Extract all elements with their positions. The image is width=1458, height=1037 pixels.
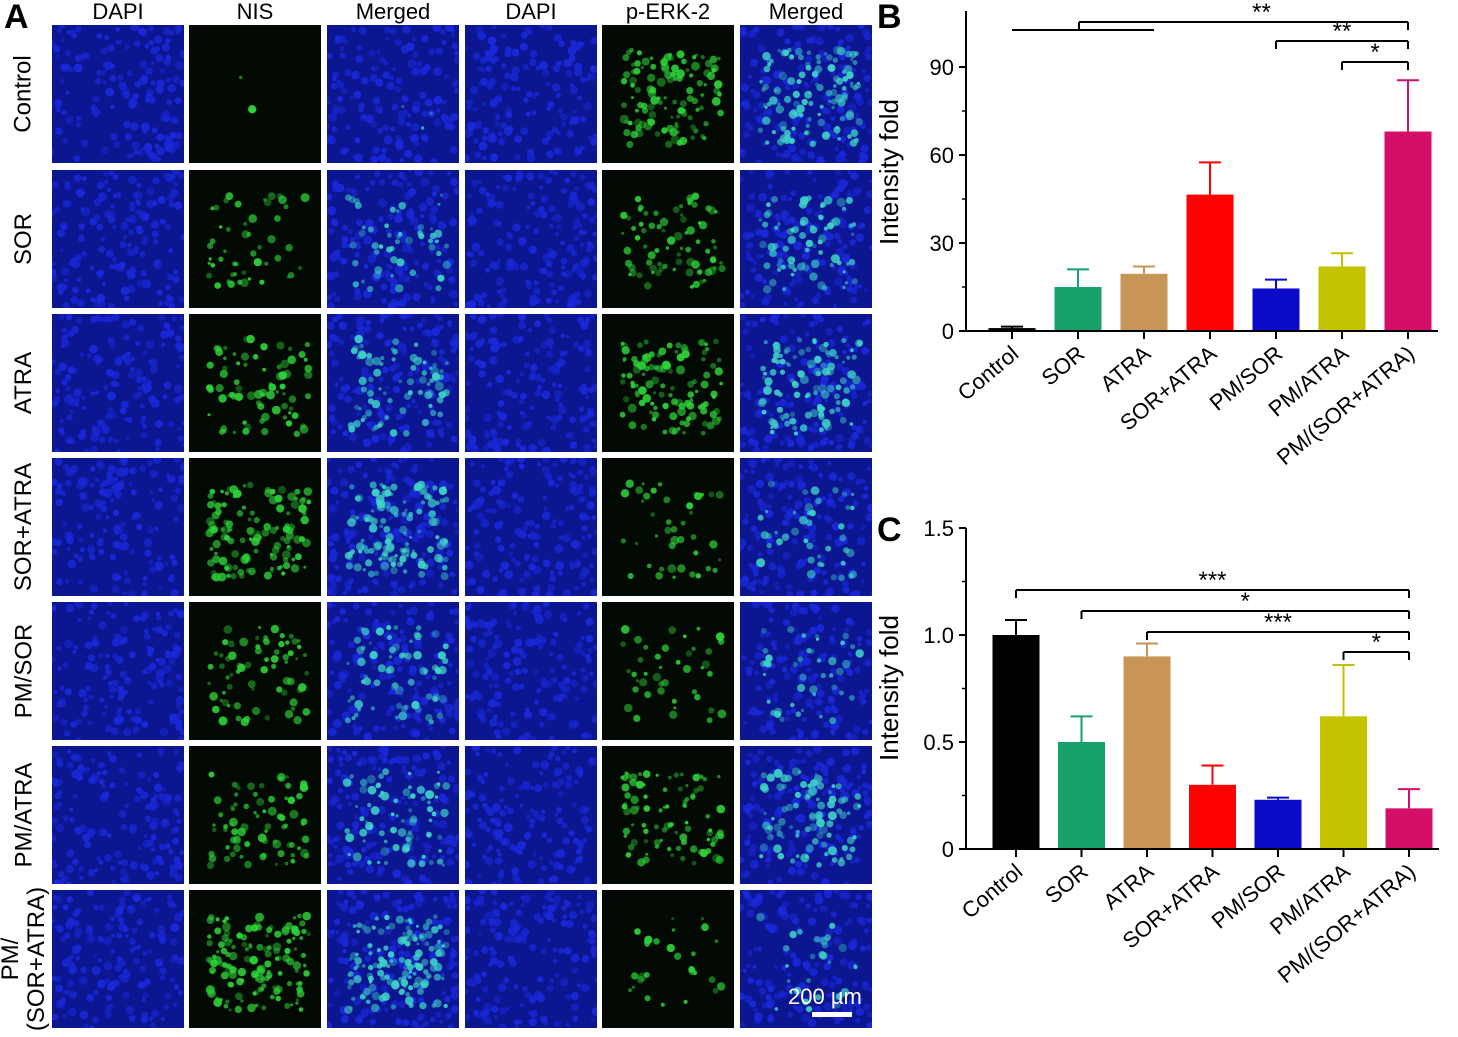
micrograph-pm-sor-nis xyxy=(189,602,321,740)
micrograph-control-dapi-2 xyxy=(465,25,597,163)
x-tick-label: SOR xyxy=(1037,341,1090,391)
y-tick-label: 1.5 xyxy=(923,516,954,541)
micrograph-sor-atra-dapi-1 xyxy=(52,458,184,596)
x-tick-label: ATRA xyxy=(1095,340,1155,396)
micrograph-sor-atra-dapi-2 xyxy=(465,458,597,596)
bar-5 xyxy=(1320,716,1367,849)
bar-6 xyxy=(1385,808,1433,849)
micrograph-pm-atra-dapi-2 xyxy=(465,746,597,884)
micrograph-pm-sor-merged-2 xyxy=(740,602,872,740)
y-tick-label: 30 xyxy=(930,231,954,256)
bar-4 xyxy=(1254,799,1302,849)
micrograph-sor-atra-merged-2 xyxy=(740,458,872,596)
micrograph-pm-sor-atra-merged-2 xyxy=(740,890,872,1028)
bar-0 xyxy=(992,635,1040,849)
column-header-merged-1: Merged xyxy=(355,0,431,24)
micrograph-atra-merged-1 xyxy=(327,314,459,452)
y-tick-label: 90 xyxy=(930,55,954,80)
y-tick-label: 0.5 xyxy=(923,730,954,755)
y-tick-label: 0 xyxy=(942,319,954,344)
micrograph-pm-sor-atra-dapi-2 xyxy=(465,890,597,1028)
micrograph-pm-sor-atra-nis xyxy=(189,890,321,1028)
micrograph-sor-merged-1 xyxy=(327,170,459,308)
micrograph-sor-merged-2 xyxy=(740,170,872,308)
micrograph-sor-atra-nis xyxy=(189,458,321,596)
micrograph-atra-perk2 xyxy=(602,314,734,452)
scale-bar-label: 200 µm xyxy=(788,984,862,1009)
micrograph-control-perk2 xyxy=(602,25,734,163)
column-header-dapi-2: DAPI xyxy=(505,0,557,24)
y-tick-label: 0 xyxy=(942,837,954,862)
micrograph-sor-atra-perk2 xyxy=(602,458,734,596)
significance-label: * xyxy=(1372,629,1381,656)
column-header-dapi-1: DAPI xyxy=(92,0,144,24)
micrograph-sor-perk2 xyxy=(602,170,734,308)
micrograph-sor-nis xyxy=(189,170,321,308)
micrograph-control-dapi-1 xyxy=(52,25,184,163)
column-header-perk2: p-ERK-2 xyxy=(625,0,711,24)
x-tick-label: Control xyxy=(953,341,1023,406)
micrograph-pm-atra-perk2 xyxy=(602,746,734,884)
y-tick-label: 1.0 xyxy=(923,623,954,648)
micrograph-pm-sor-merged-1 xyxy=(327,602,459,740)
micrograph-atra-dapi-2 xyxy=(465,314,597,452)
micrograph-pm-atra-merged-2 xyxy=(740,746,872,884)
micrograph-pm-sor-perk2 xyxy=(602,602,734,740)
y-axis-label: Intensity fold xyxy=(874,99,904,245)
micrograph-atra-nis xyxy=(189,314,321,452)
x-tick-label: Control xyxy=(957,859,1027,924)
bar-3 xyxy=(1189,784,1236,849)
micrograph-control-nis xyxy=(189,25,321,163)
y-axis-label: Intensity fold xyxy=(874,615,904,761)
significance-label: * xyxy=(1370,39,1379,66)
micrograph-atra-dapi-1 xyxy=(52,314,184,452)
bar-6 xyxy=(1384,131,1432,331)
bar-3 xyxy=(1186,194,1234,331)
micrograph-pm-sor-atra-perk2 xyxy=(602,890,734,1028)
significance-label: ** xyxy=(1252,0,1271,26)
significance-label: * xyxy=(1241,588,1250,615)
micrograph-sor-dapi-2 xyxy=(465,170,597,308)
bar-5 xyxy=(1318,266,1366,331)
bar-0 xyxy=(988,328,1036,331)
significance-label: *** xyxy=(1264,609,1292,636)
micrograph-sor-atra-merged-1 xyxy=(327,458,459,596)
micrograph-pm-atra-dapi-1 xyxy=(52,746,184,884)
micrograph-control-merged-2 xyxy=(740,25,872,163)
bar-1 xyxy=(1058,742,1105,849)
micrograph-pm-sor-dapi-1 xyxy=(52,602,184,740)
bar-2 xyxy=(1123,656,1171,849)
micrograph-pm-sor-dapi-2 xyxy=(465,602,597,740)
significance-label: *** xyxy=(1198,567,1226,594)
micrograph-sor-dapi-1 xyxy=(52,170,184,308)
panel-label-a: A xyxy=(4,0,29,36)
x-tick-label: SOR xyxy=(1040,859,1093,909)
micrograph-atra-merged-2 xyxy=(740,314,872,452)
significance-label: ** xyxy=(1333,18,1352,45)
bar-4 xyxy=(1252,288,1300,331)
micrograph-pm-sor-atra-dapi-1 xyxy=(52,890,184,1028)
panel-label-b: B xyxy=(877,0,902,36)
column-header-merged-2: Merged xyxy=(768,0,844,24)
column-header-nis: NIS xyxy=(236,0,274,24)
micrograph-control-merged-1 xyxy=(327,25,459,163)
y-tick-label: 60 xyxy=(930,143,954,168)
scale-bar xyxy=(812,1012,852,1017)
bar-1 xyxy=(1054,287,1102,331)
micrograph-pm-atra-nis xyxy=(189,746,321,884)
micrograph-pm-atra-merged-1 xyxy=(327,746,459,884)
x-tick-label: ATRA xyxy=(1098,858,1158,914)
micrograph-pm-sor-atra-merged-1 xyxy=(327,890,459,1028)
bar-2 xyxy=(1120,273,1168,331)
panel-label-c: C xyxy=(877,511,902,549)
